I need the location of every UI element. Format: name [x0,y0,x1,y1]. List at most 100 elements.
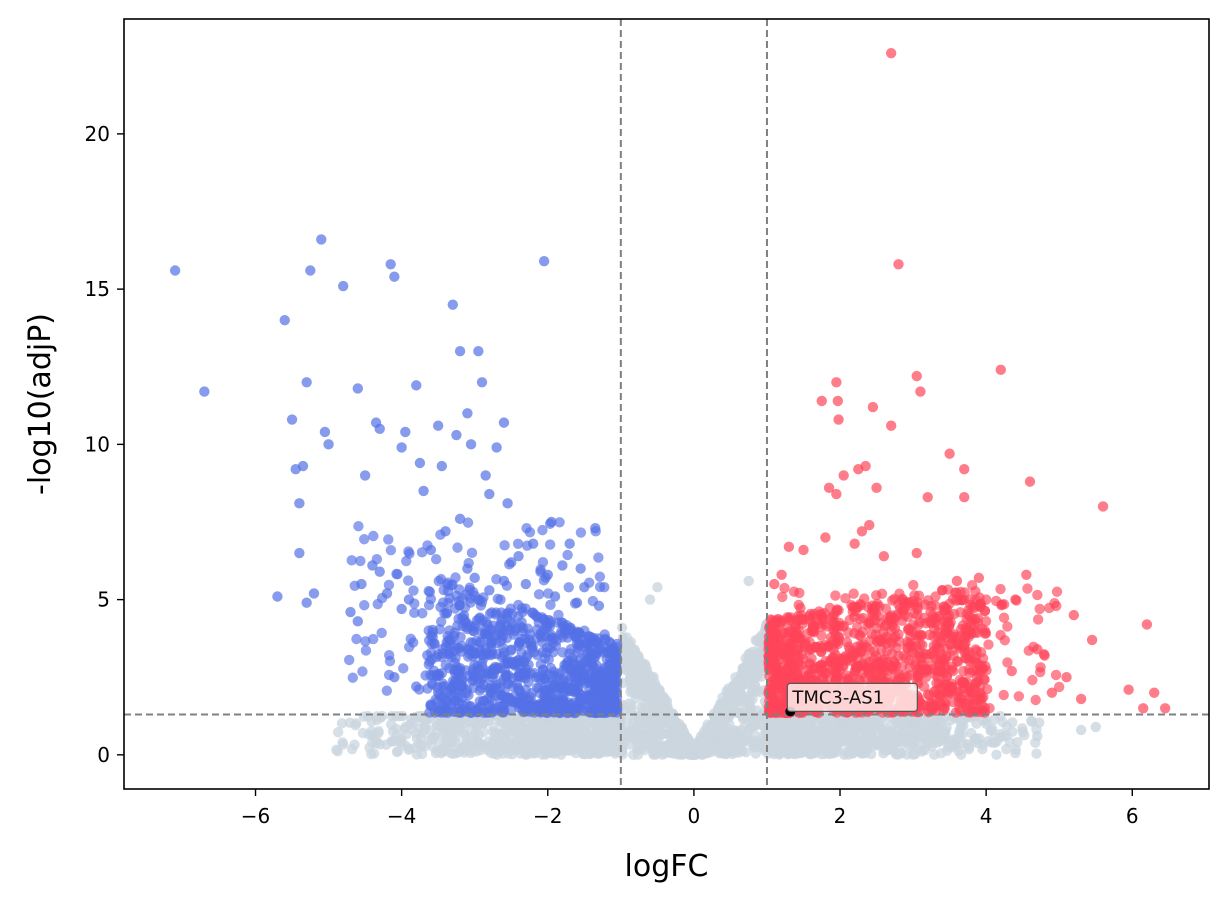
up-point [856,526,868,537]
down-point [498,417,510,428]
ns-point [771,743,783,755]
ns-point [563,738,574,749]
down-point [465,597,476,608]
ns-point [632,744,643,756]
ns-point [651,689,663,700]
up-point [798,544,809,556]
down-point [533,589,545,600]
ns-point [411,728,422,739]
down-point [535,659,547,670]
up-point [1049,597,1060,609]
down-point [557,632,568,643]
down-point [506,557,517,568]
up-point [869,646,880,657]
down-point [352,616,363,627]
up-point [868,673,880,685]
down-point [498,650,509,661]
annotation-box [786,682,918,712]
up-point [966,628,977,639]
down-point [538,255,550,267]
up-point [777,696,788,707]
ns-point [403,744,414,755]
ns-point [349,739,360,750]
up-point [833,605,844,616]
down-point [491,442,502,453]
up-point [860,653,872,664]
up-point [937,585,948,596]
down-point [398,663,409,674]
down-point [435,616,447,627]
down-point [454,513,466,525]
down-point [451,590,462,602]
down-point [547,637,559,649]
down-point [416,547,428,558]
down-point [481,628,492,639]
down-point [347,672,358,683]
ns-point [991,749,1002,760]
down-point [438,584,449,596]
down-point [594,571,606,582]
up-point [939,703,950,714]
down-point [400,426,411,438]
ns-point [390,723,402,735]
ns-point [907,718,919,729]
down-point [590,522,601,534]
up-point [1097,501,1109,512]
ns-point [350,718,362,729]
down-point [495,678,506,689]
ns-point [763,744,774,755]
up-point [934,658,945,669]
down-point [383,649,395,661]
down-point [516,616,527,628]
x-tick-label: −6 [241,804,270,828]
ns-point [754,686,766,698]
ns-point [667,708,679,719]
down-point [565,622,576,633]
ns-point [639,681,650,693]
ns-point [834,715,846,726]
down-point [450,572,461,583]
down-point [367,560,378,571]
down-point [420,670,431,681]
down-point [308,588,320,599]
up-point [878,550,890,562]
down-point [527,538,539,549]
down-point [462,563,473,574]
down-point [523,659,534,670]
up-point [971,672,983,683]
up-point [823,482,835,494]
down-point [601,646,613,658]
up-point [998,599,1010,610]
down-point [474,612,486,623]
down-point [422,650,433,661]
up-point [838,620,850,632]
down-point [539,673,551,685]
ns-point [889,736,900,747]
ns-point [370,734,382,746]
down-point [447,692,458,704]
annotation-label: TMC3-AS1 [791,687,884,708]
down-point [562,549,573,561]
up-point [955,693,966,704]
ns-point [629,731,640,743]
up-point [849,628,860,639]
ns-point [570,717,581,729]
ns-point [523,745,535,756]
down-point [439,607,450,619]
up-point [860,460,871,472]
ns-point [997,716,1008,728]
down-point [520,578,532,590]
down-point [425,544,437,556]
up-point [1006,665,1017,677]
ns-point [627,687,639,698]
down-point [563,582,574,593]
down-point [426,700,437,711]
down-point [319,426,331,438]
up-point [984,703,995,714]
down-point [599,582,610,593]
ns-point [509,744,520,755]
up-point [995,364,1006,376]
down-point [487,664,499,675]
up-point [999,635,1011,646]
